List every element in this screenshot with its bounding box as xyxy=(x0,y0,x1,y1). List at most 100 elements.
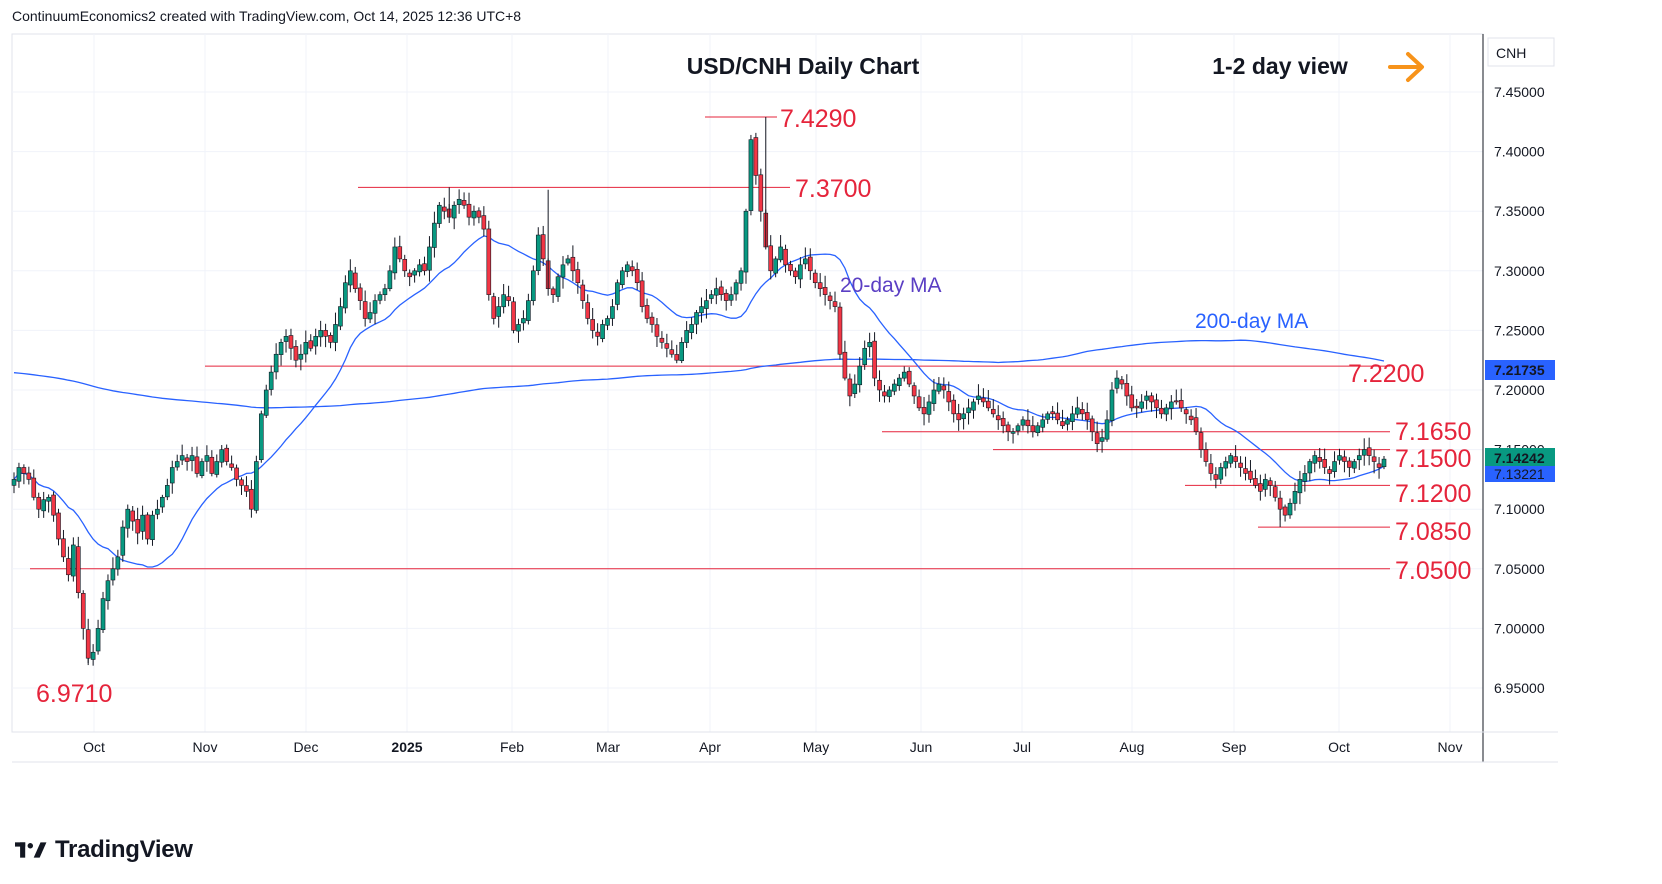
candle xyxy=(1253,469,1258,489)
candle xyxy=(328,332,333,349)
candle xyxy=(837,302,843,360)
x-tick-label: May xyxy=(803,739,829,755)
candle xyxy=(90,644,96,666)
candle xyxy=(986,389,991,412)
candle xyxy=(348,259,353,293)
candle xyxy=(189,446,195,472)
candle xyxy=(664,333,670,358)
candle xyxy=(684,321,689,348)
candle xyxy=(862,340,867,370)
candle xyxy=(165,478,170,501)
candle xyxy=(733,279,739,301)
candle xyxy=(31,469,37,501)
candle xyxy=(1154,393,1159,419)
candle xyxy=(832,291,838,313)
candle xyxy=(1134,398,1140,418)
ma200-line xyxy=(13,339,1385,409)
ma200-label: 200-day MA xyxy=(1195,310,1308,333)
candle xyxy=(936,377,942,395)
candle xyxy=(1262,473,1268,497)
candle xyxy=(1361,438,1367,466)
y-tick-label: 7.25000 xyxy=(1494,322,1545,338)
candle xyxy=(911,382,917,404)
candle xyxy=(1010,428,1016,444)
x-tick-label: Sep xyxy=(1222,739,1247,755)
candle xyxy=(1342,450,1347,473)
last-price-tag: 7.14242 xyxy=(1485,448,1555,468)
candle xyxy=(244,476,249,497)
candle xyxy=(1129,385,1135,412)
candle xyxy=(1183,407,1189,424)
candle xyxy=(897,374,902,391)
candle xyxy=(946,381,952,412)
candle xyxy=(1352,458,1357,474)
candle xyxy=(531,265,536,306)
candle xyxy=(748,134,754,216)
candle xyxy=(1267,477,1273,497)
candle xyxy=(981,388,986,407)
candle xyxy=(372,294,378,325)
candle xyxy=(1050,405,1055,421)
candle xyxy=(1119,375,1125,390)
candle xyxy=(516,318,521,343)
candle xyxy=(758,168,764,222)
candle xyxy=(610,299,615,326)
symbol-badge[interactable]: CNH xyxy=(1487,37,1555,67)
candle xyxy=(387,265,393,292)
candle xyxy=(313,328,318,355)
candle xyxy=(1327,466,1332,485)
candle xyxy=(535,227,541,276)
candle xyxy=(1060,409,1065,429)
candle xyxy=(605,315,610,331)
candle xyxy=(476,207,482,224)
candle xyxy=(842,340,848,381)
candle xyxy=(145,512,150,545)
candle xyxy=(1287,498,1293,519)
candle xyxy=(239,477,244,495)
candle xyxy=(649,312,655,333)
x-tick-label: Aug xyxy=(1120,739,1145,755)
candle xyxy=(204,445,210,472)
tradingview-wordmark: TradingView xyxy=(55,836,193,863)
candle xyxy=(36,492,42,518)
candle xyxy=(798,257,803,289)
candle xyxy=(288,328,294,360)
tradingview-logo-icon xyxy=(15,842,47,858)
x-tick-label: Jul xyxy=(1013,739,1031,755)
candle xyxy=(1312,450,1318,473)
ma-price-tag: 7.13221 xyxy=(1485,466,1555,482)
candle xyxy=(1188,409,1194,425)
candle xyxy=(1297,470,1303,505)
candle xyxy=(278,338,284,366)
candle xyxy=(323,323,328,348)
candle xyxy=(629,260,635,277)
svg-text:7.21735: 7.21735 xyxy=(1494,362,1545,378)
candle xyxy=(1376,457,1382,479)
candle xyxy=(961,407,966,430)
candle xyxy=(590,308,595,339)
candle xyxy=(600,319,605,343)
candle xyxy=(1080,402,1085,421)
x-tick-label: Mar xyxy=(596,739,620,755)
candle xyxy=(990,399,996,418)
candle xyxy=(1035,422,1041,437)
candle xyxy=(718,280,724,301)
candle xyxy=(1055,402,1060,425)
candle xyxy=(268,365,274,396)
candle xyxy=(437,202,442,228)
candle xyxy=(723,289,729,311)
plot-border xyxy=(11,33,1484,733)
candle xyxy=(1164,403,1169,422)
candle xyxy=(817,273,823,297)
candle xyxy=(125,504,131,538)
candle xyxy=(931,378,937,412)
candle xyxy=(921,396,927,426)
candle xyxy=(1040,413,1046,433)
level-label: 7.4290 xyxy=(780,105,856,133)
candle xyxy=(793,267,798,284)
candle xyxy=(130,505,136,531)
candle xyxy=(501,284,506,314)
candle xyxy=(21,464,27,485)
candle xyxy=(169,460,175,494)
